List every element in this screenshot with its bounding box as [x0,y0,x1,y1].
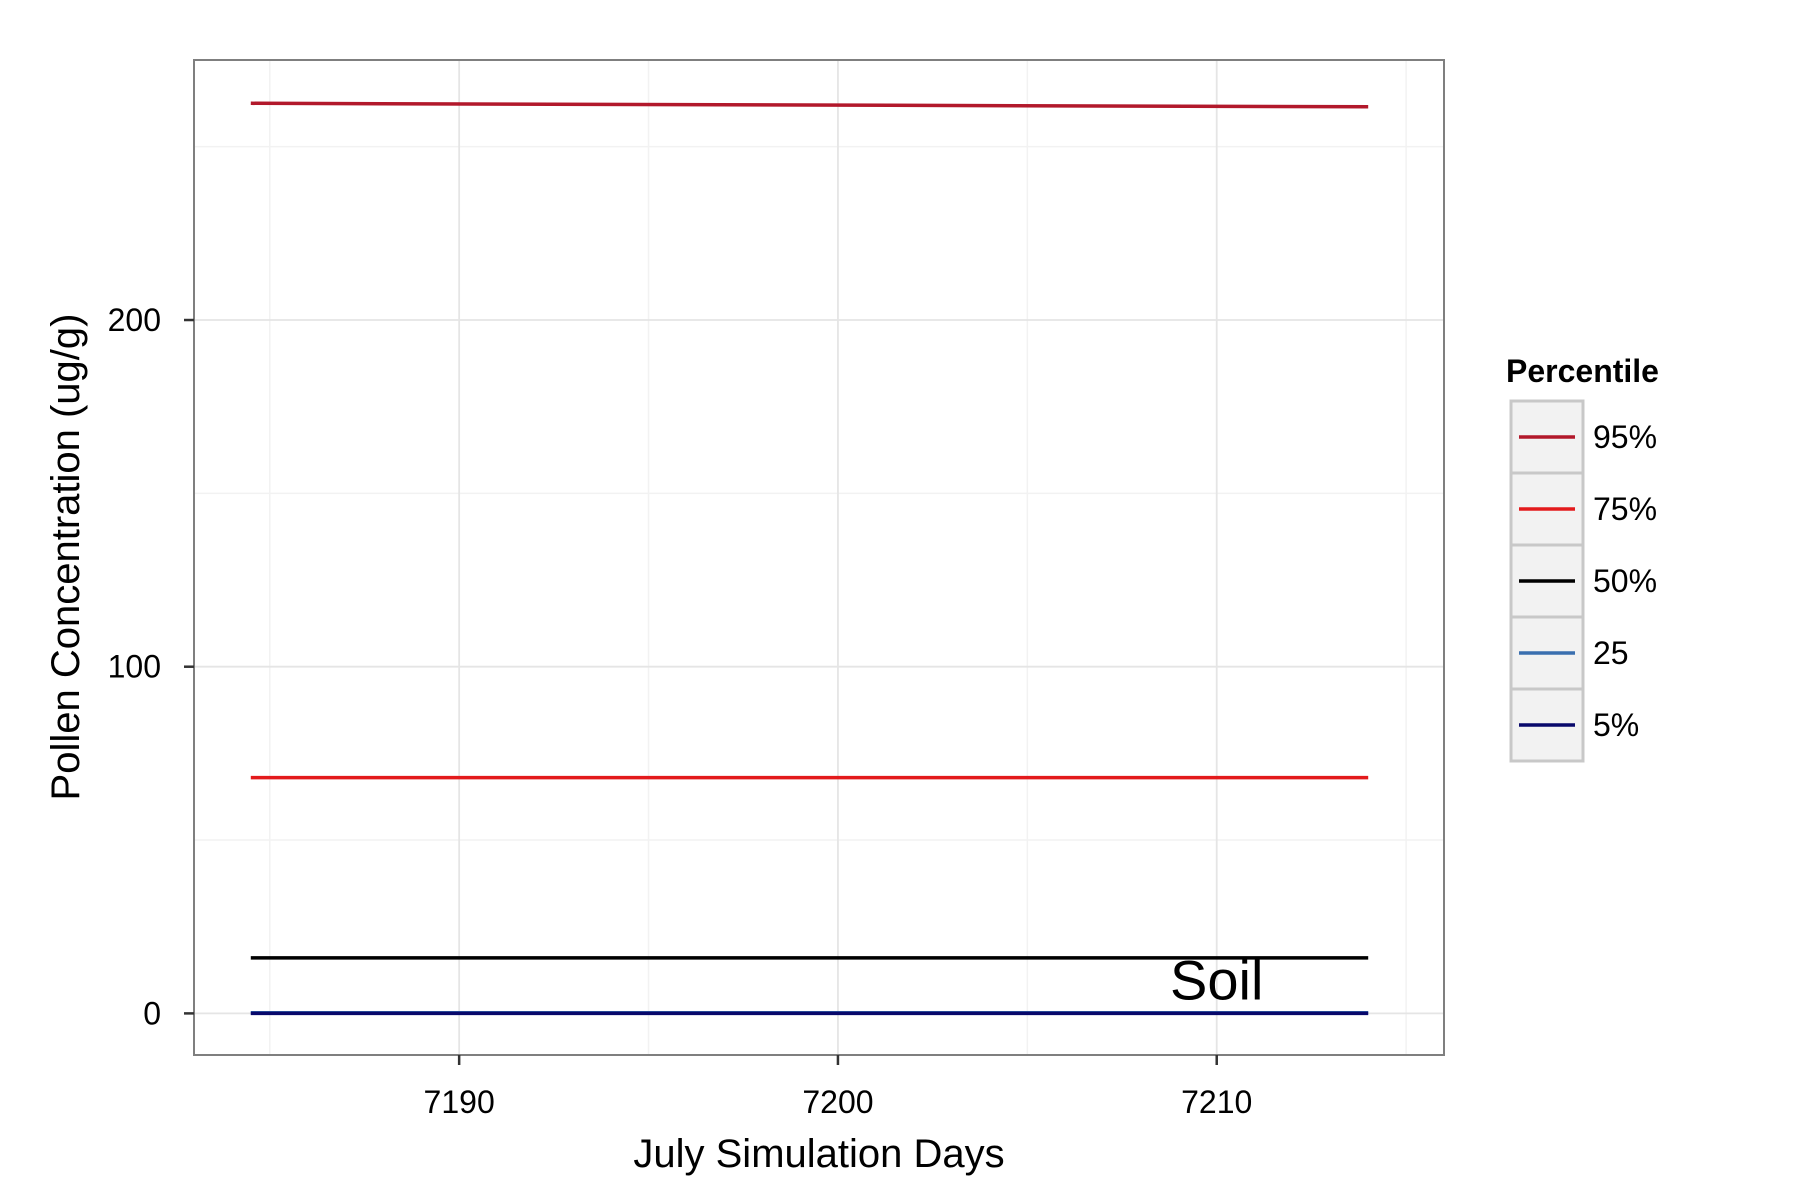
y-axis: 0 100 200 [108,302,194,1031]
x-axis: 7190 7200 7210 [424,1055,1252,1120]
x-tick-label: 7200 [802,1084,873,1120]
y-tick-label: 200 [108,302,161,338]
legend-label: 5% [1593,707,1639,743]
x-tick-label: 7190 [424,1084,495,1120]
y-tick-label: 0 [143,995,161,1031]
annotation-soil: Soil [1170,949,1263,1012]
x-tick-label: 7210 [1181,1084,1252,1120]
panel-background [194,60,1444,1055]
legend-entries: 95% 75% 50% 25 5% [1509,399,1657,763]
grid-minor [194,60,1444,1055]
y-tick-label: 100 [108,649,161,685]
legend-label: 25 [1593,635,1629,671]
series-line-0 [250,101,1369,109]
legend-title: Percentile [1506,353,1659,389]
legend-label: 95% [1593,419,1657,455]
legend-label: 75% [1593,491,1657,527]
panel-border [193,59,1445,1056]
y-axis-title: Pollen Concentration (ug/g) [44,314,88,801]
legend: Percentile 95% 75% 50% 25 5% [1506,353,1659,763]
x-axis-title: July Simulation Days [633,1132,1004,1176]
legend-label: 50% [1593,563,1657,599]
series-lines [250,101,1369,1016]
